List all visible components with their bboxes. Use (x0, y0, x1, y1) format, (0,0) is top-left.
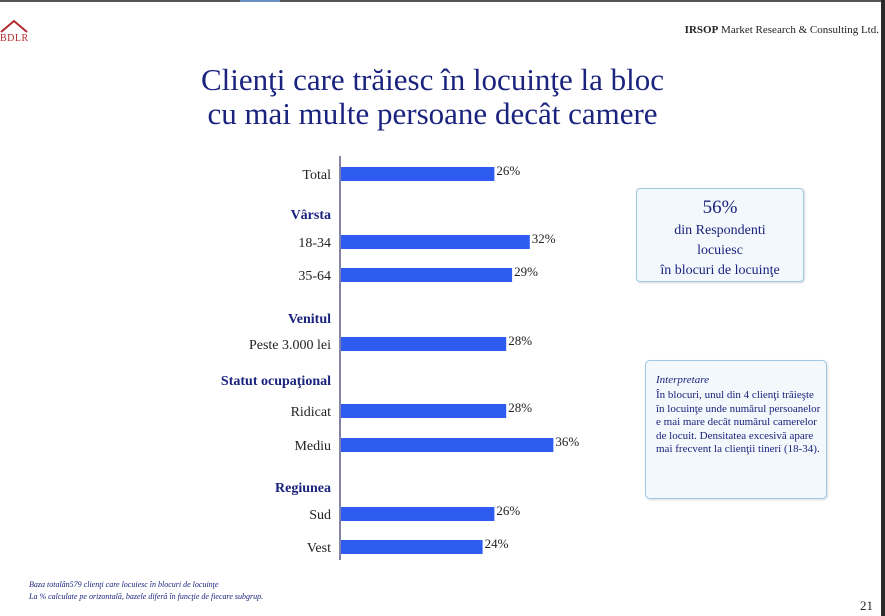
category-label: Total (302, 168, 331, 183)
footnote-base: Baza totalân579 clienţi care locuiesc în… (29, 580, 219, 589)
callout-line1: din Respondenti (674, 223, 766, 238)
category-label: Peste 3.000 lei (249, 338, 331, 353)
value-label: 29% (514, 264, 538, 279)
category-label: Mediu (294, 439, 331, 454)
company-name-rest: Market Research & Consulting Ltd. (718, 24, 879, 36)
category-label: Ridicat (291, 405, 332, 420)
group-label: Regiunea (275, 481, 331, 496)
group-label: Vârsta (291, 208, 331, 223)
group-label: Statut ocupaţional (221, 374, 331, 389)
value-label: 32% (532, 231, 556, 246)
company-name: IRSOP Market Research & Consulting Ltd. (685, 24, 879, 36)
bar-chart: Total 26% Vârsta 18-34 32% 35-64 29% Venitul Pes… (221, 156, 579, 560)
bar (341, 167, 495, 181)
value-label: 26% (496, 503, 520, 518)
page-title-line1: Clienţi care trăiesc în locuinţe la bloc (200, 62, 665, 97)
value-label: 36% (555, 434, 579, 449)
footnote-note: La % calculate pe orizontală, bazele dif… (29, 592, 264, 601)
value-label: 24% (485, 536, 509, 551)
interpretation-box: Interpretare În blocuri, unul din 4 clie… (645, 360, 827, 499)
interpretation-heading: Interpretare (656, 374, 709, 386)
interpretation-text: În blocuri, unul din 4 clienţi trăieşte … (656, 389, 821, 456)
category-label: Sud (309, 508, 331, 523)
category-label: 18-34 (298, 236, 331, 251)
summary-callout: 56% din Respondenti locuiesc în blocuri … (636, 188, 804, 282)
bar (341, 235, 530, 249)
top-border-line (0, 0, 885, 2)
logo-text: BDLR (0, 33, 29, 44)
callout-line3: în blocuri de locuinţe (660, 263, 780, 278)
page-title-line2: cu mai multe persoane decât camere (207, 96, 658, 131)
top-border-accent (240, 0, 280, 2)
category-label: Vest (307, 541, 331, 556)
bar (341, 404, 507, 418)
bar (341, 438, 554, 452)
callout-line2: locuiesc (697, 243, 743, 258)
page-number: 21 (860, 598, 873, 613)
bdlr-logo (0, 18, 40, 58)
group-label: Venitul (288, 312, 331, 327)
right-window-edge (881, 0, 885, 616)
bar (341, 507, 495, 521)
bar (341, 268, 513, 282)
value-label: 28% (508, 333, 532, 348)
category-label: 35-64 (298, 269, 331, 284)
value-label: 26% (496, 163, 520, 178)
bar (341, 540, 483, 554)
bar (341, 337, 507, 351)
value-label: 28% (508, 400, 532, 415)
company-name-bold: IRSOP (684, 24, 719, 36)
callout-value: 56% (702, 197, 738, 218)
